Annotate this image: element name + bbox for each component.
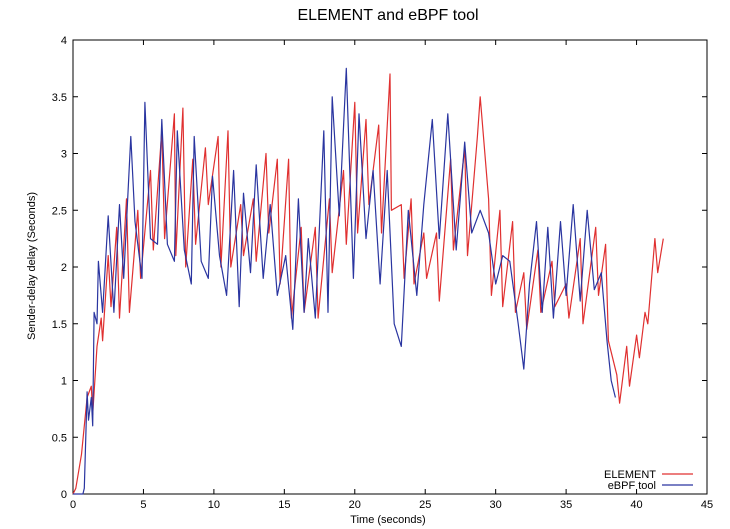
x-tick-label: 15 xyxy=(278,499,290,511)
y-axis-label: Sender-delay delay (Seconds) xyxy=(26,192,38,340)
y-tick-label: 0 xyxy=(61,489,67,501)
y-tick-label: 4 xyxy=(61,35,67,47)
y-tick-label: 1.5 xyxy=(52,319,67,331)
legend-label: ELEMENT xyxy=(604,469,656,481)
x-tick-label: 20 xyxy=(349,499,361,511)
y-tick-label: 2.5 xyxy=(52,205,67,217)
x-tick-label: 30 xyxy=(490,499,502,511)
x-axis: 0 5 10 15 20 25 30 35 40 45 xyxy=(70,40,713,511)
series-layer xyxy=(72,67,664,495)
chart-title: ELEMENT and eBPF tool xyxy=(297,7,478,24)
series-line-element xyxy=(72,73,664,495)
x-tick-label: 5 xyxy=(140,499,146,511)
x-tick-label: 35 xyxy=(560,499,572,511)
x-tick-label: 25 xyxy=(419,499,431,511)
legend-label: eBPF tool xyxy=(608,480,656,492)
series-line-ebpf-tool xyxy=(73,67,616,495)
x-tick-label: 40 xyxy=(630,499,642,511)
y-tick-label: 3.5 xyxy=(52,92,67,104)
y-tick-label: 2 xyxy=(61,262,67,274)
y-axis: 0 0.5 1 1.5 2 2.5 3 3.5 4 xyxy=(52,35,707,501)
x-tick-label: 45 xyxy=(701,499,713,511)
x-tick-label: 10 xyxy=(208,499,220,511)
x-axis-label: Time (seconds) xyxy=(350,514,425,526)
y-tick-label: 1 xyxy=(61,376,67,388)
y-tick-label: 0.5 xyxy=(52,432,67,444)
x-tick-label: 0 xyxy=(70,499,76,511)
y-tick-label: 3 xyxy=(61,149,67,161)
